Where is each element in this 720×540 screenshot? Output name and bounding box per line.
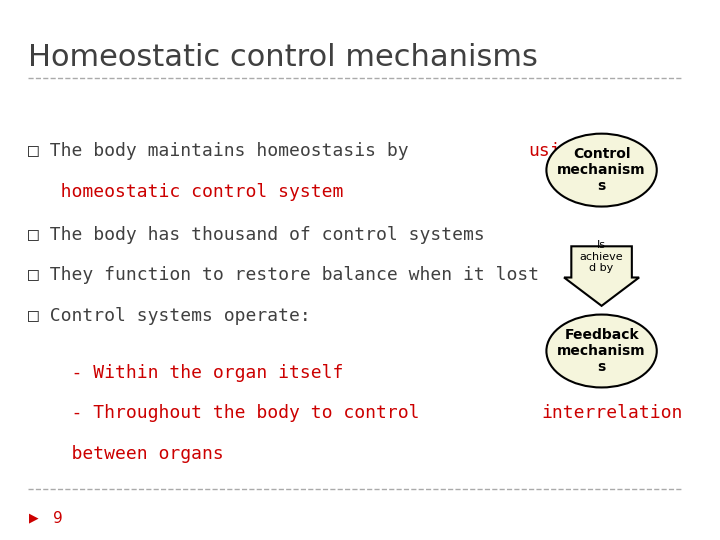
Ellipse shape xyxy=(546,314,657,388)
Text: between organs: between organs xyxy=(29,444,224,463)
Text: homeostatic control system: homeostatic control system xyxy=(29,183,344,201)
Text: Homeostatic control mechanisms: Homeostatic control mechanisms xyxy=(29,43,539,72)
Text: - Within the organ itself: - Within the organ itself xyxy=(29,363,344,382)
Polygon shape xyxy=(564,246,639,306)
Text: □ Control systems operate:: □ Control systems operate: xyxy=(29,307,311,325)
Text: Control
mechanism
s: Control mechanism s xyxy=(557,147,646,193)
Text: using: using xyxy=(528,142,582,160)
Text: interrelation: interrelation xyxy=(542,404,683,422)
Text: Is
achieve
d by: Is achieve d by xyxy=(580,240,624,273)
Text: □ The body maintains homeostasis by: □ The body maintains homeostasis by xyxy=(29,142,420,160)
Text: 9: 9 xyxy=(53,511,63,526)
Ellipse shape xyxy=(546,133,657,206)
Text: - Throughout the body to control: - Throughout the body to control xyxy=(29,404,431,422)
Text: □ They function to restore balance when it lost: □ They function to restore balance when … xyxy=(29,266,539,285)
Text: □ The body has thousand of control systems: □ The body has thousand of control syste… xyxy=(29,226,485,244)
Text: Feedback
mechanism
s: Feedback mechanism s xyxy=(557,328,646,374)
Text: ▶: ▶ xyxy=(29,512,38,525)
